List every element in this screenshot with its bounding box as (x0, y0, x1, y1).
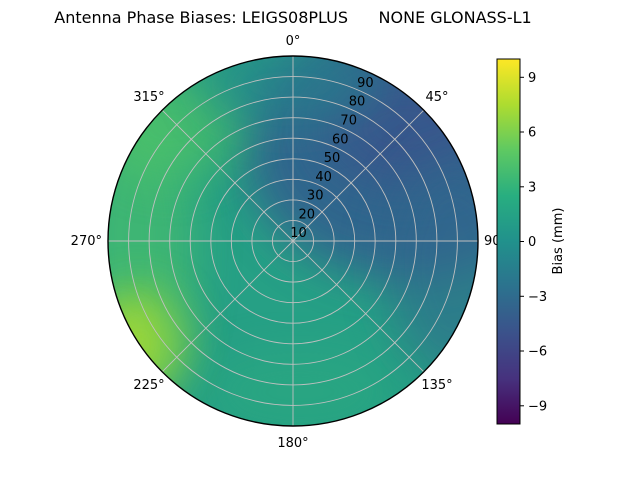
grid-spoke (292, 109, 425, 242)
zenith-label-20: 20 (299, 207, 316, 222)
plot-outline (107, 55, 479, 427)
grid-spoke (161, 109, 294, 242)
bias-blob (385, 155, 478, 375)
zenith-label-90: 90 (357, 76, 374, 91)
zenith-label-70: 70 (340, 113, 357, 128)
zenith-label-40: 40 (315, 170, 332, 185)
colorbar-tick-label: −3 (528, 290, 547, 305)
colorbar-tick-label: 0 (528, 235, 536, 250)
azimuth-label-315: 315° (133, 90, 164, 105)
colorbar-tick-label: 6 (528, 126, 536, 141)
colorbar-ticks (520, 76, 524, 407)
zenith-label-10: 10 (290, 226, 307, 241)
azimuth-label-90: 90 (484, 234, 501, 249)
zenith-label-30: 30 (307, 189, 324, 204)
zenith-label-50: 50 (324, 151, 341, 166)
plot-title: Antenna Phase Biases: LEIGS08PLUS NONE G… (54, 8, 532, 27)
azimuth-label-135: 135° (421, 378, 452, 393)
colorbar-tick-label: 9 (528, 71, 536, 86)
azimuth-label-270: 270° (71, 234, 102, 249)
bias-heatmap (108, 56, 478, 426)
colorbar-gradient (496, 58, 521, 425)
azimuth-label-45: 45° (425, 90, 448, 105)
bias-blob (108, 308, 140, 372)
colorbar-axis-label: Bias (mm) (551, 208, 566, 275)
polar-grid-spokes (108, 56, 478, 426)
colorbar-tick-label: −6 (528, 345, 547, 360)
grid-spoke (161, 240, 294, 373)
azimuth-label-225: 225° (133, 378, 164, 393)
zenith-label-80: 80 (349, 95, 366, 110)
azimuth-label-0: 0° (286, 34, 301, 49)
bias-blob (205, 352, 395, 426)
colorbar-tick-label: 3 (528, 181, 536, 196)
zenith-label-60: 60 (332, 132, 349, 147)
colorbar-tick-label: −9 (528, 400, 547, 415)
grid-spoke (292, 240, 425, 373)
bias-blob (200, 56, 380, 127)
azimuth-label-180: 180° (277, 436, 308, 451)
colorbar: 9 6 3 0 −3 −6 −9 Bias (mm) (496, 58, 566, 425)
